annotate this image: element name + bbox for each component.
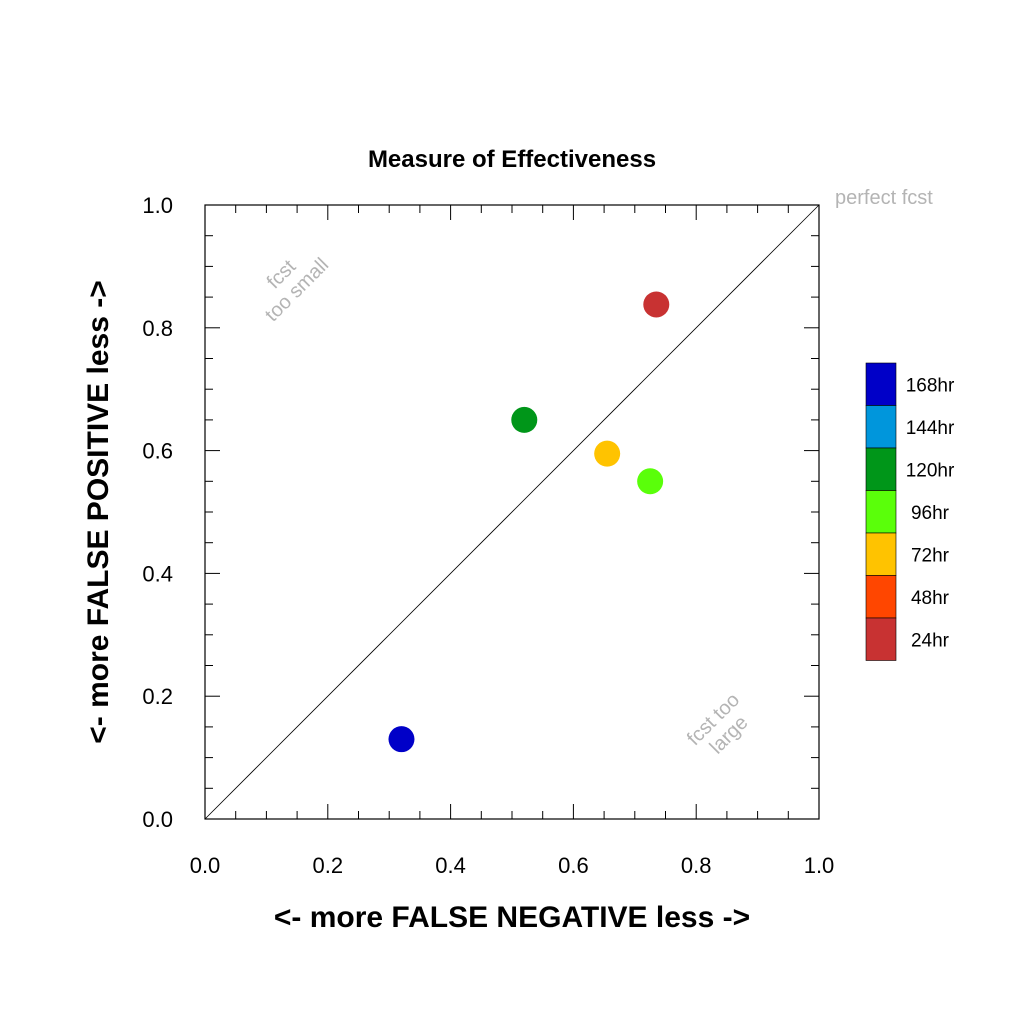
too-small-annotation: fcst too small (261, 254, 333, 326)
chart-title: Measure of Effectiveness (368, 146, 656, 173)
x-tick-label: 0.2 (313, 853, 344, 878)
legend-label-144hr: 144hr (906, 418, 955, 439)
legend-swatch-72hr (865, 532, 897, 576)
x-tick-label: 0.0 (190, 853, 221, 878)
x-tick-label: 0.6 (558, 853, 589, 878)
data-points (388, 291, 670, 753)
legend-label-96hr: 96hr (911, 503, 950, 524)
x-tick-label: 1.0 (804, 853, 835, 878)
legend-label-48hr: 48hr (911, 588, 950, 609)
x-tick-label: 0.8 (681, 853, 712, 878)
point-168hr (388, 726, 415, 753)
legend-swatch-48hr (865, 575, 897, 619)
too-small-line-2: too small (261, 254, 333, 326)
legend-swatch-120hr (865, 447, 897, 491)
legend-swatch-144hr (865, 405, 897, 449)
point-120hr (511, 406, 538, 433)
x-axis-title: <- more FALSE NEGATIVE less -> (274, 901, 750, 934)
point-24hr (643, 291, 670, 318)
y-tick-label: 0.2 (142, 684, 173, 709)
too-large-annotation: fcst too large (683, 689, 753, 759)
x-tick-label: 0.4 (435, 853, 466, 878)
plot-frame (204, 204, 820, 820)
diagonal-line (204, 204, 820, 820)
y-tick-label: 1.0 (142, 193, 173, 218)
legend-swatch-24hr (865, 617, 897, 661)
y-tick-label: 0.6 (142, 439, 173, 464)
legend-label-24hr: 24hr (911, 630, 950, 651)
point-72hr (594, 440, 621, 467)
y-tick-label: 0.8 (142, 316, 173, 341)
y-axis-title: <- more FALSE POSITIVE less -> (82, 280, 115, 744)
legend: 168hr 144hr 120hr 96hr 72hr 48hr 24hr (865, 362, 955, 661)
tick-labels: 0.0 0.2 0.4 0.6 0.8 1.0 0.0 0.2 0.4 0.6 0.8 1.0 (142, 193, 834, 878)
legend-label-120hr: 120hr (906, 460, 955, 481)
y-tick-label: 0.4 (142, 561, 173, 586)
legend-label-168hr: 168hr (906, 375, 955, 396)
y-tick-label: 0.0 (142, 807, 173, 832)
legend-swatch-168hr (865, 362, 897, 406)
legend-label-72hr: 72hr (911, 545, 950, 566)
legend-swatch-96hr (865, 490, 897, 534)
perfect-forecast-annotation: perfect fcst (835, 187, 933, 209)
point-96hr (637, 468, 664, 495)
